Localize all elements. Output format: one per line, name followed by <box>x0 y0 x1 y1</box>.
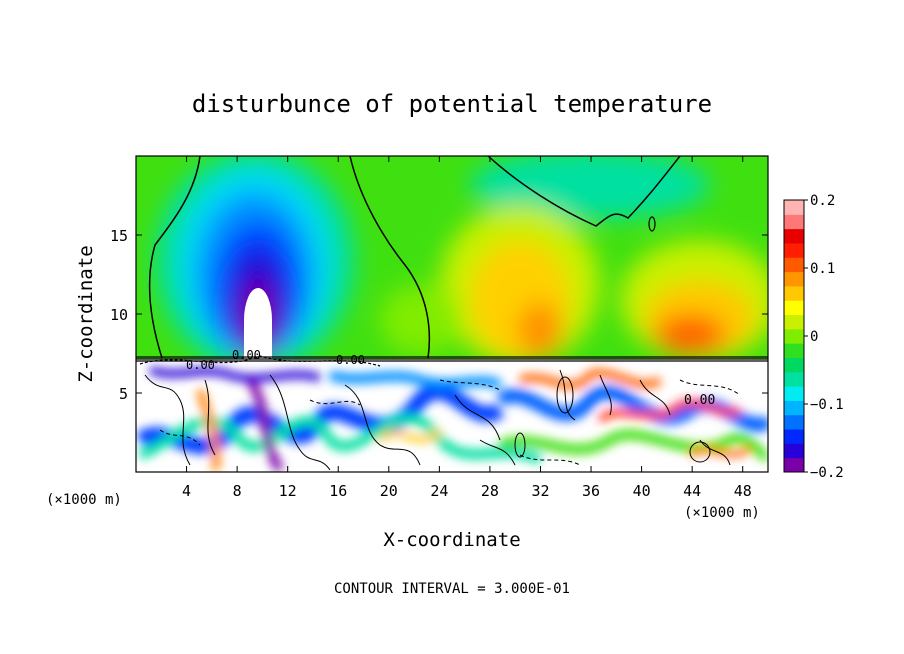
x-tick-label: 40 <box>633 482 651 500</box>
x-tick-label: 28 <box>481 482 499 500</box>
colorbar-tick-label: −0.1 <box>810 397 844 413</box>
colorbar-swatch <box>784 271 804 287</box>
colorbar-swatch <box>784 443 804 459</box>
y-tick-label: 5 <box>119 385 128 403</box>
chart-title: disturbunce of potential temperature <box>192 90 712 118</box>
colorbar-tick-label: 0.1 <box>810 261 835 277</box>
x-tick-label: 8 <box>233 482 242 500</box>
colorbar-tick-label: 0 <box>810 329 818 345</box>
contour-interval-note: CONTOUR INTERVAL = 3.000E-01 <box>334 581 570 597</box>
x-axis-label: X-coordinate <box>383 529 520 551</box>
y-axis-label: Z-coordinate <box>75 245 97 382</box>
colorbar-swatch <box>784 328 804 344</box>
x-tick-label: 48 <box>734 482 752 500</box>
x-tick-label: 44 <box>683 482 701 500</box>
boundary-layer <box>136 359 768 472</box>
colorbar-swatch <box>784 457 804 473</box>
x-unit-right: (×1000 m) <box>684 505 760 521</box>
colorbar-swatch <box>784 200 804 215</box>
y-tick-label: 15 <box>110 227 128 245</box>
colorbar-swatch <box>784 400 804 416</box>
colorbar-swatch <box>784 429 804 444</box>
contour-label: 0.00 <box>232 348 261 362</box>
zero-contour-center <box>349 156 431 359</box>
colorbar-swatch <box>784 414 804 430</box>
contour-label: 0.00 <box>684 393 715 408</box>
colorbar-swatch <box>784 242 804 258</box>
x-tick-label: 16 <box>329 482 347 500</box>
contour-label: 0.00 <box>186 358 215 372</box>
x-tick-label: 24 <box>430 482 448 500</box>
colorbar-swatch <box>784 300 804 316</box>
boundary-layer-top <box>136 355 768 367</box>
x-unit-left: (×1000 m) <box>46 492 122 508</box>
colorbar-tick-label: −0.2 <box>810 465 844 481</box>
contour-label: 0.00 <box>336 353 365 367</box>
colorbar-swatch <box>784 228 804 244</box>
colorbar-swatch <box>784 285 804 301</box>
x-tick-label: 4 <box>182 482 191 500</box>
zero-contour-left <box>148 156 201 359</box>
colorbar-tick-label: 0.2 <box>810 193 835 209</box>
x-tick-label: 36 <box>582 482 600 500</box>
x-tick-label: 32 <box>531 482 549 500</box>
colorbar: 0.2 0.1 0 −0.1 −0.2 <box>783 193 844 481</box>
plot-area: 0.00 0.00 0.00 0.00 <box>136 156 768 472</box>
colorbar-swatch <box>784 371 804 387</box>
y-axis: 5 10 15 <box>110 227 768 403</box>
zero-contour-upper-right <box>487 156 681 227</box>
colorbar-swatch <box>784 257 804 273</box>
x-tick-label: 12 <box>279 482 297 500</box>
colorbar-swatch <box>784 386 804 401</box>
colorbar-swatch <box>784 314 804 330</box>
x-axis: 4 8 12 16 20 24 28 32 36 40 44 48 <box>182 156 752 500</box>
x-tick-label: 20 <box>380 482 398 500</box>
y-tick-label: 10 <box>110 306 128 324</box>
colorbar-swatch <box>784 357 804 373</box>
colorbar-swatch <box>784 214 804 230</box>
colorbar-swatch <box>784 343 804 358</box>
